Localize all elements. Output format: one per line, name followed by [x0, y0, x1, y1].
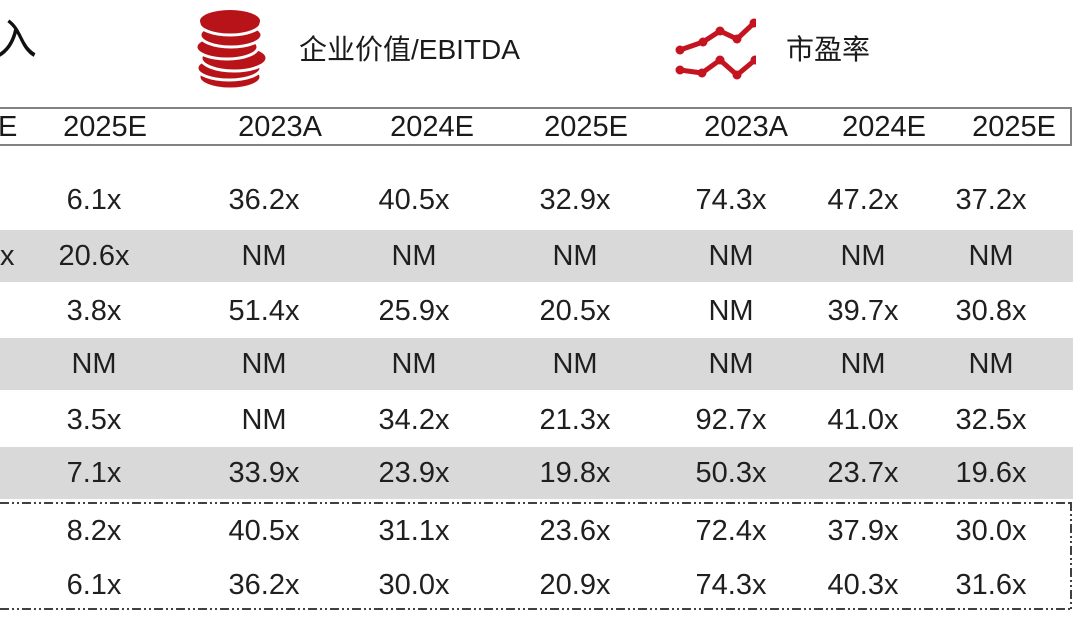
table-cell: 47.2x: [827, 184, 899, 216]
table-cell: NM: [241, 404, 287, 436]
table-cell: 19.6x: [955, 457, 1027, 489]
summary-box-bottom-border: [0, 608, 1073, 610]
table-cell: 41.0x: [827, 404, 899, 436]
table-cell: 36.2x: [228, 184, 300, 216]
row-shading: [0, 230, 1073, 282]
column-header: 2024E: [842, 111, 926, 143]
table-cell: 6.1x: [66, 184, 122, 216]
table-cell: 74.3x: [695, 184, 767, 216]
column-header: 2023A: [704, 111, 788, 143]
table-cell: NM: [241, 240, 287, 272]
table-cell: NM: [840, 240, 886, 272]
table-cell: 50.3x: [695, 457, 767, 489]
column-header: 2023A: [238, 111, 322, 143]
line-chart-icon: [675, 18, 756, 80]
table-cell: 20.6x: [58, 240, 130, 272]
table-cell: NM: [708, 348, 754, 380]
row-shading: [0, 447, 1073, 499]
table-cell: 33.9x: [228, 457, 300, 489]
table-cell: 40.5x: [228, 515, 300, 547]
pe-ratio-section-label: 市盈率: [786, 34, 871, 65]
cropped-left-metric-label: 入: [0, 16, 38, 63]
table-cell: 40.3x: [827, 569, 899, 601]
table-cell: 30.8x: [955, 295, 1027, 327]
table-cell: 23.7x: [827, 457, 899, 489]
table-cell: 31.1x: [378, 515, 450, 547]
table-cell: 21.3x: [539, 404, 611, 436]
table-cell: NM: [552, 348, 598, 380]
table-cell: 30.0x: [955, 515, 1027, 547]
table-cell: 39.7x: [827, 295, 899, 327]
table-cell: 74.3x: [695, 569, 767, 601]
table-cell: 34.2x: [378, 404, 450, 436]
table-cell: 25.9x: [378, 295, 450, 327]
column-header: 2025E: [544, 111, 628, 143]
table-cell: NM: [552, 240, 598, 272]
table-cell: NM: [391, 348, 437, 380]
table-cell: 19.8x: [539, 457, 611, 489]
table-cell: 7.1x: [66, 457, 122, 489]
table-cell: NM: [968, 240, 1014, 272]
table-cell: NM: [71, 348, 117, 380]
table-cell: NM: [708, 240, 754, 272]
table-header-band: [0, 107, 1072, 146]
cropped-column-header: E: [0, 111, 18, 143]
table-cell: NM: [391, 240, 437, 272]
table-cell: 8.2x: [66, 515, 122, 547]
column-header: 2024E: [390, 111, 474, 143]
table-cell: 40.5x: [378, 184, 450, 216]
table-cell: NM: [840, 348, 886, 380]
table-cell: 20.9x: [539, 569, 611, 601]
table-cell: 51.4x: [228, 295, 300, 327]
table-cell: 72.4x: [695, 515, 767, 547]
summary-box-top-border: [0, 502, 1073, 504]
table-cell: 92.7x: [695, 404, 767, 436]
table-cell: NM: [708, 295, 754, 327]
ev-ebitda-section-label: 企业价值/EBITDA: [299, 34, 520, 65]
coins-icon: [194, 9, 269, 91]
table-cell: 37.2x: [955, 184, 1027, 216]
table-cell: 6.1x: [66, 569, 122, 601]
table-cell: 32.5x: [955, 404, 1027, 436]
table-cell: 30.0x: [378, 569, 450, 601]
table-cell: 36.2x: [228, 569, 300, 601]
column-header: 2025E: [63, 111, 147, 143]
table-cell: 32.9x: [539, 184, 611, 216]
table-cell: 3.5x: [66, 404, 122, 436]
table-cell: NM: [968, 348, 1014, 380]
column-header: 2025E: [972, 111, 1056, 143]
table-cell: 23.9x: [378, 457, 450, 489]
row-shading: [0, 338, 1073, 390]
table-cell: 23.6x: [539, 515, 611, 547]
table-cell: 20.5x: [539, 295, 611, 327]
table-cell: 31.6x: [955, 569, 1027, 601]
table-cell: NM: [241, 348, 287, 380]
table-cell: 37.9x: [827, 515, 899, 547]
table-cell: 3.8x: [66, 295, 122, 327]
cropped-cell-fragment: x: [0, 240, 15, 272]
summary-box-right-border: [1070, 502, 1072, 610]
